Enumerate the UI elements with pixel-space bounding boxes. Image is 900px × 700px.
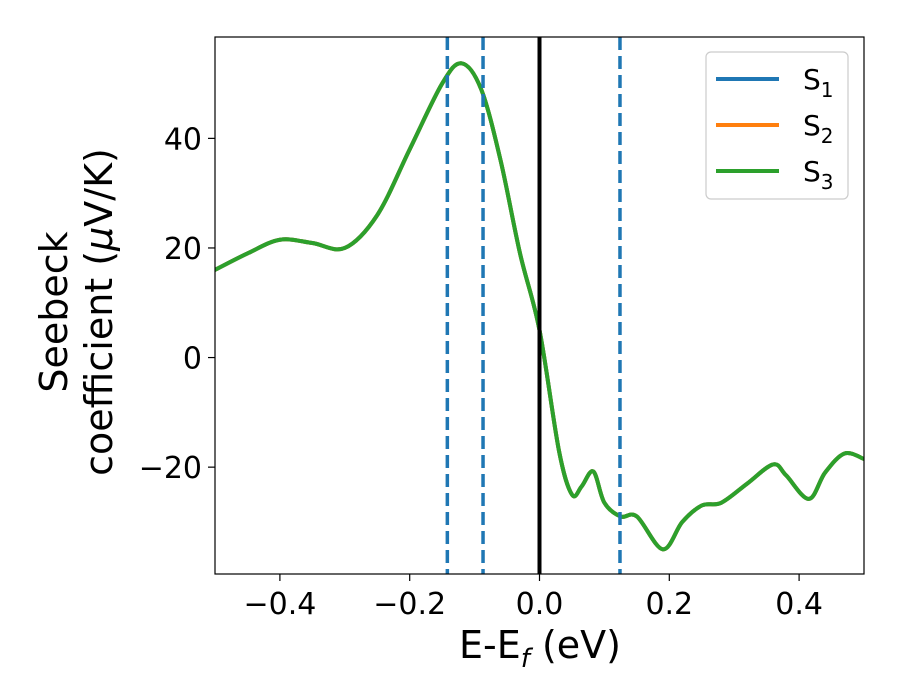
y-axis-title-mu: μ: [77, 227, 121, 252]
y-tick-label: 20: [164, 232, 202, 267]
legend: S1 S2 S3: [705, 51, 849, 200]
y-axis-title-prefix: coefficient (: [77, 251, 121, 476]
x-axis-title-main: E-E: [459, 623, 521, 667]
y-tick-label: −20: [139, 451, 202, 486]
y-axis-title: Seebeck: [32, 231, 76, 392]
legend-label-s3: S3: [803, 155, 834, 194]
x-tick-label: −0.2: [373, 587, 446, 622]
y-axis-title-line1: Seebeck: [32, 231, 76, 392]
series-line-s3: [215, 61, 864, 552]
data-layer: [215, 61, 864, 552]
x-tick-label: 0.2: [645, 587, 693, 622]
vertical-marker-layer: [445, 37, 622, 574]
x-tick-label: 0.4: [775, 587, 823, 622]
y-axis-title-suffix: V/K): [77, 148, 121, 227]
legend-label-s2: S2: [803, 109, 834, 148]
y-tick-label: 0: [183, 342, 202, 377]
tick-layer: −0.4 −0.2 0.0 0.2 0.4 −20 0 20 40: [139, 122, 823, 622]
x-axis-title: E-Ef (eV): [459, 623, 621, 674]
x-axis-title-unit: (eV): [530, 623, 621, 667]
legend-label-s1: S1: [803, 63, 834, 102]
x-tick-label: 0.0: [516, 587, 564, 622]
y-tick-label: 40: [164, 122, 202, 157]
x-tick-label: −0.4: [243, 587, 316, 622]
y-axis-title-line2: coefficient (μV/K): [77, 148, 121, 476]
